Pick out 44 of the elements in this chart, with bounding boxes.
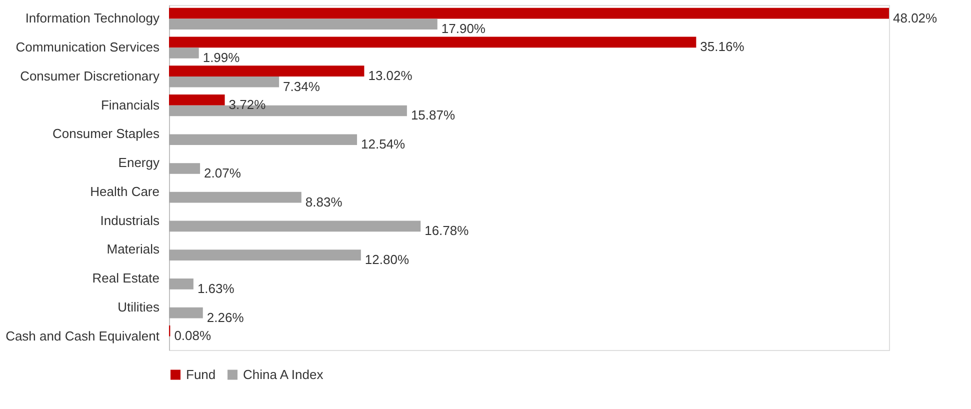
bar — [169, 163, 200, 174]
data-label: 48.02% — [893, 10, 938, 26]
y-tick-label: Information Technology — [25, 10, 160, 26]
legend-label: China A Index — [243, 366, 324, 382]
bar — [169, 94, 225, 106]
bar — [169, 48, 199, 58]
y-tick-label: Cash and Cash Equivalent — [6, 328, 160, 344]
data-label: 1.63% — [197, 280, 235, 296]
bar — [169, 8, 889, 19]
y-tick-label: Financials — [100, 97, 160, 112]
y-tick-label: Real Estate — [92, 270, 160, 286]
bar — [169, 76, 280, 88]
y-tick-label: Consumer Discretionary — [20, 68, 160, 84]
bar — [169, 36, 696, 48]
y-tick-label: Health Care — [90, 184, 160, 199]
y-tick-label: Communication Services — [16, 40, 160, 55]
bar — [169, 307, 203, 318]
bar — [169, 192, 302, 203]
data-label: 7.34% — [283, 78, 320, 94]
data-label: 15.87% — [410, 108, 456, 123]
y-tick-label: Materials — [106, 242, 160, 257]
data-label: 12.54% — [361, 136, 406, 152]
bar — [169, 250, 361, 260]
data-label: 3.72% — [228, 96, 266, 112]
bar — [169, 220, 421, 232]
data-label: 35.16% — [700, 39, 745, 54]
y-tick-label: Utilities — [118, 299, 160, 314]
data-label: 0.08% — [174, 328, 212, 343]
data-label: 2.07% — [204, 165, 242, 180]
data-label: 1.99% — [202, 50, 240, 65]
legend-label: Fund — [186, 366, 216, 382]
data-label: 12.80% — [364, 252, 410, 268]
data-label: 16.78% — [424, 223, 470, 238]
y-tick-label: Consumer Staples — [52, 126, 160, 142]
bar — [169, 278, 194, 290]
bar — [169, 66, 364, 76]
data-label: 13.02% — [368, 68, 413, 84]
data-label: 2.26% — [206, 310, 244, 325]
y-tick-label: Industrials — [100, 212, 160, 228]
y-tick-label: Energy — [118, 155, 160, 170]
bar — [169, 134, 358, 146]
data-label: 8.83% — [305, 194, 343, 210]
bar — [169, 18, 438, 30]
data-label: 17.90% — [441, 21, 486, 36]
